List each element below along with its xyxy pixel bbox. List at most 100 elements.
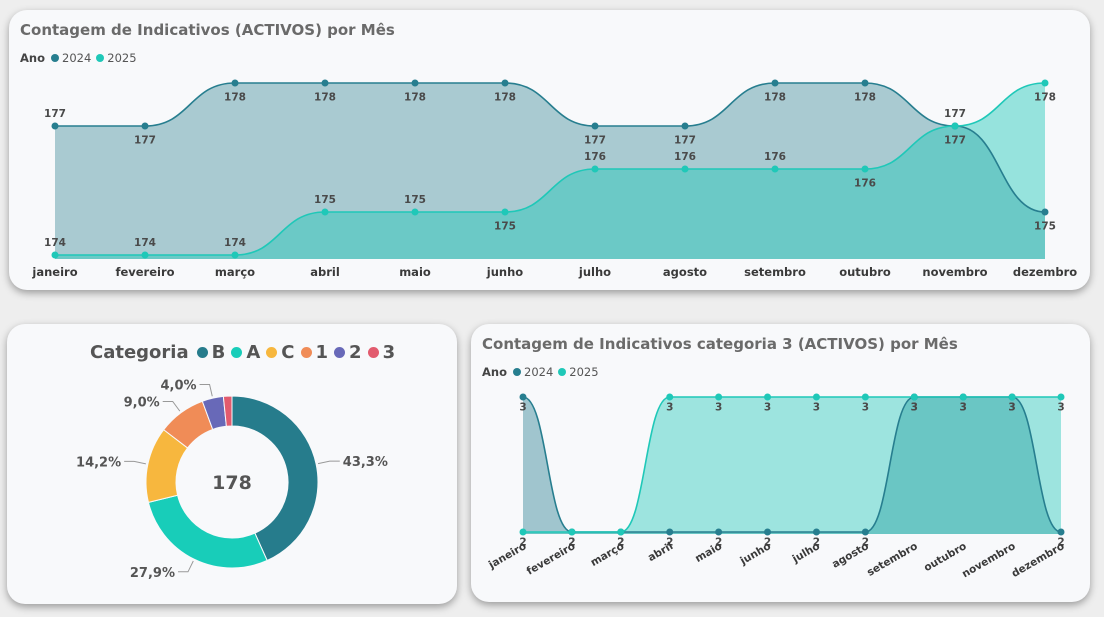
point-2025-novembro (1008, 393, 1016, 401)
point-2024-dezembro (1041, 208, 1049, 216)
legend-dot-B (196, 347, 208, 358)
legend-dot-2025 (558, 368, 567, 376)
data-label-2024-maio: 178 (404, 92, 426, 104)
x-tick-janeiro: janeiro (486, 540, 529, 572)
data-label-2025-dezembro: 3 (1057, 402, 1064, 414)
data-label-2025-agosto: 3 (862, 402, 869, 414)
area-2025 (523, 397, 1061, 534)
point-2025-junho (764, 393, 772, 401)
legend-item-B[interactable]: B (196, 342, 225, 363)
point-2025-agosto (861, 393, 869, 401)
x-tick-outubro: outubro (839, 265, 891, 279)
point-2024-agosto (681, 122, 689, 130)
legend-item-2[interactable]: 2 (334, 342, 362, 363)
data-label-2024-agosto: 177 (674, 135, 696, 147)
leader-A (178, 560, 194, 573)
point-2024-setembro (771, 79, 779, 87)
legend-dot-1 (300, 347, 312, 358)
legend-dot-2024 (513, 368, 521, 376)
point-2025-janeiro (519, 528, 527, 536)
line-2024 (54, 82, 1046, 213)
slice-label-C: 14,2% (76, 455, 121, 470)
leader-2 (199, 384, 213, 397)
x-tick-dezembro: dezembro (1010, 540, 1067, 580)
legend-item-2025[interactable]: 2025 (96, 51, 137, 65)
x-tick-março: março (589, 540, 627, 569)
point-2024-agosto (861, 528, 869, 536)
donut-center-value: 178 (212, 472, 252, 494)
x-tick-junho: junho (486, 265, 524, 279)
data-label-2024-abril: 2 (666, 537, 673, 549)
data-label-2024-novembro: 177 (944, 108, 966, 120)
data-label-2024-outubro: 178 (854, 92, 876, 104)
x-tick-julho: julho (578, 265, 611, 279)
data-label-2025-abril: 175 (314, 194, 336, 206)
point-2025-julho (591, 165, 599, 173)
data-label-2024-setembro: 178 (764, 92, 786, 104)
data-label-2024-maio: 2 (715, 537, 722, 549)
legend-item-A[interactable]: A (231, 342, 260, 363)
data-label-2025-novembro: 177 (944, 135, 966, 147)
point-2025-abril (666, 393, 674, 401)
point-2024-abril (321, 79, 329, 87)
slice-A (147, 494, 268, 569)
point-2025-abril (321, 208, 329, 216)
data-label-2024-fevereiro: 2 (568, 537, 575, 549)
data-label-2024-setembro: 3 (911, 402, 918, 414)
x-tick-setembro: setembro (865, 540, 920, 579)
top-chart-card: Contagem de Indicativos (ACTIVOS) por Mê… (9, 10, 1090, 290)
x-tick-julho: julho (790, 540, 822, 566)
data-label-2025-março: 2 (617, 537, 624, 549)
x-tick-junho: junho (737, 540, 773, 568)
area-2025 (55, 83, 1045, 259)
point-2025-janeiro (51, 251, 59, 259)
leader-C (124, 460, 146, 465)
data-label-2025-junho: 3 (764, 402, 771, 414)
legend-title: Ano (20, 51, 45, 65)
legend-item-3[interactable]: 3 (367, 342, 395, 363)
data-label-2024-fevereiro: 177 (134, 135, 156, 147)
data-label-2024-outubro: 3 (960, 402, 967, 414)
point-2025-agosto (681, 165, 689, 173)
point-2025-fevereiro (141, 251, 149, 259)
data-label-2025-julho: 176 (584, 151, 606, 163)
legend-item-C[interactable]: C (266, 342, 295, 363)
data-label-2025-maio: 175 (404, 194, 426, 206)
legend-dot-2025 (96, 54, 105, 62)
data-label-2025-novembro: 3 (1008, 402, 1015, 414)
x-tick-maio: maio (399, 265, 431, 279)
slice-B (231, 395, 319, 562)
data-label-2025-setembro: 176 (764, 151, 786, 163)
legend-dot-C (266, 347, 278, 358)
x-tick-agosto: agosto (663, 265, 707, 279)
point-2025-novembro (951, 122, 959, 130)
point-2024-abril (666, 528, 674, 536)
point-2025-junho (501, 208, 509, 216)
legend-item-2024[interactable]: 2024 (513, 365, 553, 379)
x-tick-janeiro: janeiro (31, 265, 77, 279)
data-label-2025-fevereiro: 174 (134, 237, 156, 249)
slice-label-2: 4,0% (161, 379, 197, 394)
point-2025-outubro (959, 393, 967, 401)
point-2024-fevereiro (141, 122, 149, 130)
point-2025-setembro (771, 165, 779, 173)
legend-dot-A (231, 347, 243, 358)
x-tick-fevereiro: fevereiro (115, 265, 174, 279)
point-2024-maio (411, 79, 419, 87)
data-label-2024-abril: 178 (314, 92, 336, 104)
data-label-2025-maio: 3 (715, 402, 722, 414)
area-2024 (523, 397, 1061, 534)
x-tick-fevereiro: fevereiro (525, 540, 578, 577)
data-label-2024-junho: 2 (764, 537, 771, 549)
point-2025-dezembro (1057, 393, 1065, 401)
point-2024-julho (812, 528, 820, 536)
point-2024-janeiro (51, 122, 59, 130)
legend-item-1[interactable]: 1 (300, 342, 328, 363)
legend-item-2025[interactable]: 2025 (558, 365, 599, 379)
data-label-2025-junho: 175 (494, 221, 516, 233)
data-label-2024-agosto: 2 (862, 537, 869, 549)
point-2025-maio (411, 208, 419, 216)
x-tick-março: março (215, 265, 255, 279)
point-2024-junho (501, 79, 509, 87)
legend-item-2024[interactable]: 2024 (51, 51, 91, 65)
